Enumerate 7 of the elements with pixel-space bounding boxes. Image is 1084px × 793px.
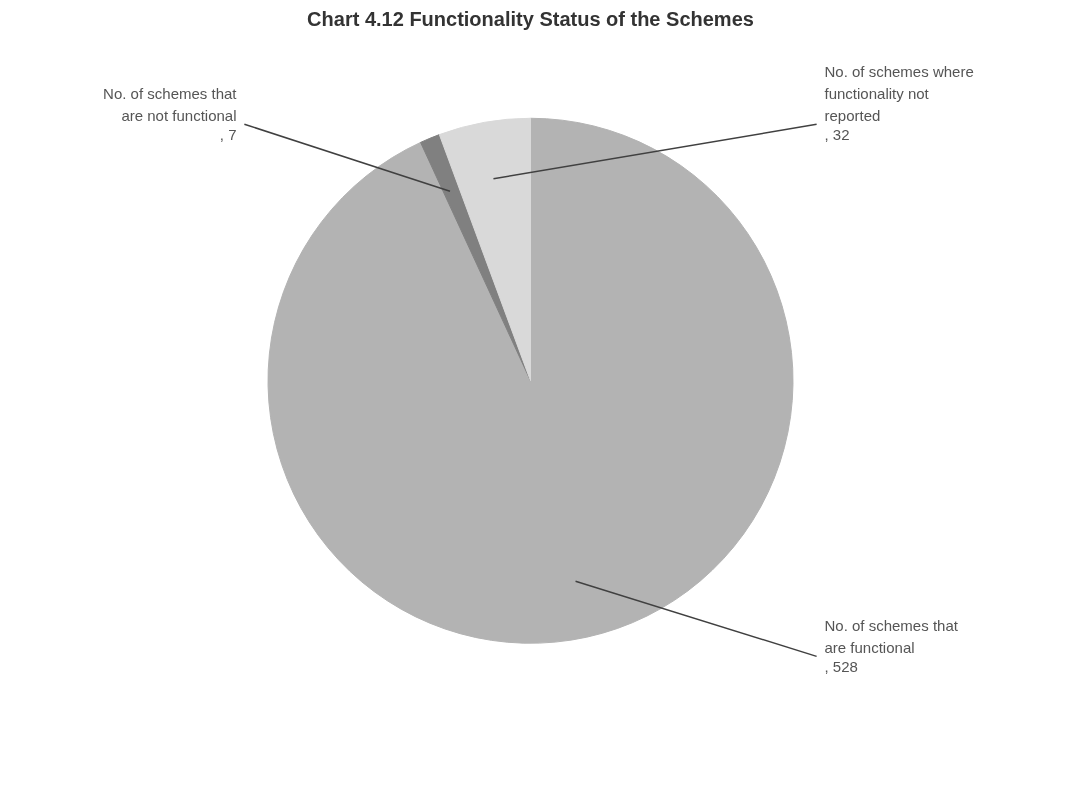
chart-title: Chart 4.12 Functionality Status of the Schemes bbox=[307, 7, 754, 30]
slice-label: No. of schemes where functionality not reported bbox=[824, 63, 974, 125]
slice-label: No. of schemes that are not functional bbox=[103, 85, 238, 125]
data-label: , 32 bbox=[824, 126, 850, 144]
data-label: , 528 bbox=[824, 658, 858, 676]
slice-label: No. of schemes that are functional bbox=[824, 617, 959, 657]
data-label: , 7 bbox=[219, 126, 237, 144]
